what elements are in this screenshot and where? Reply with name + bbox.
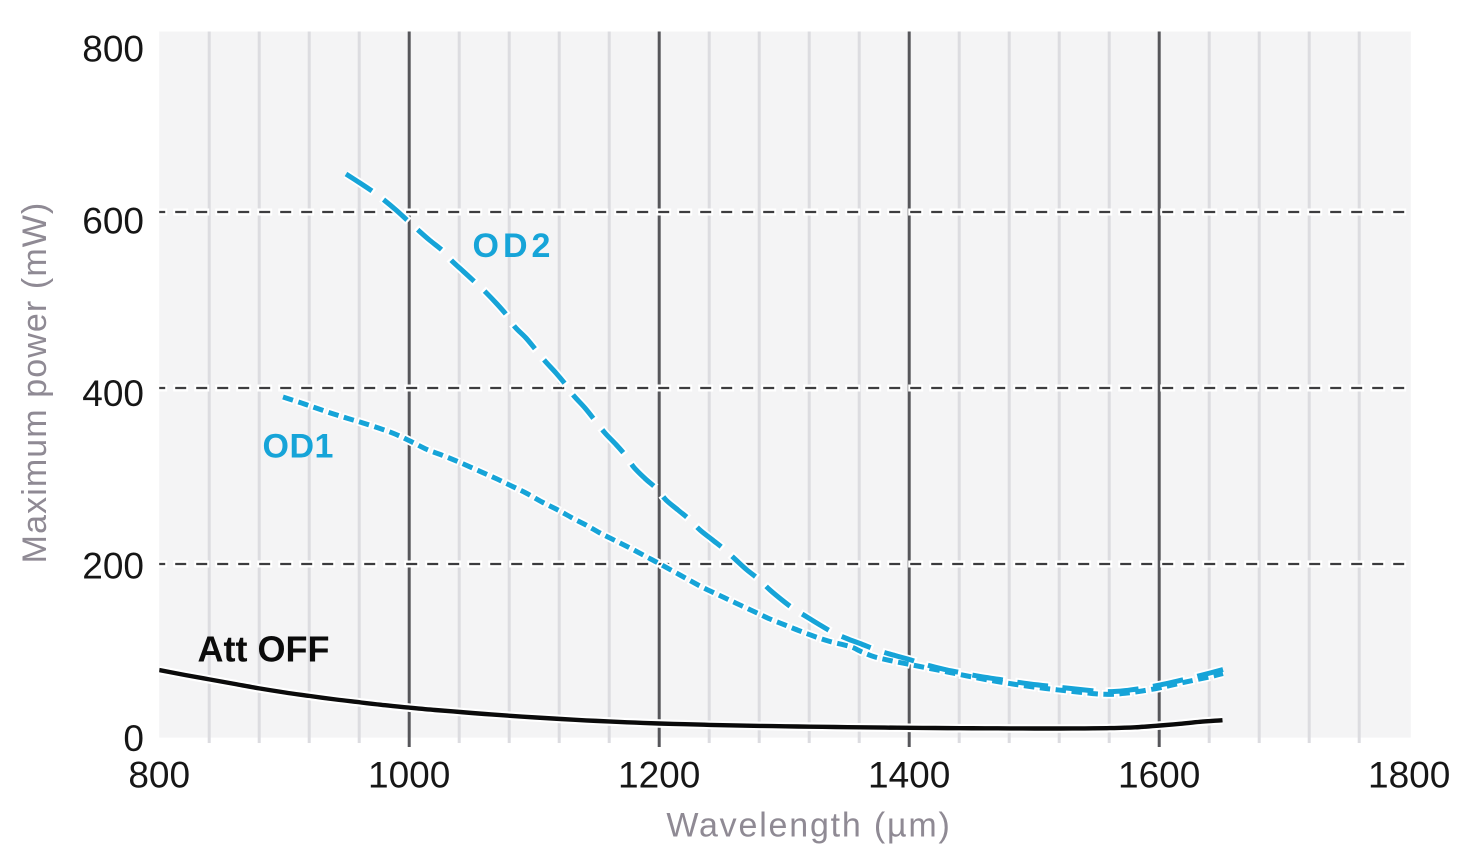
- svg-text:Maximum power (mW): Maximum power (mW): [16, 202, 54, 564]
- svg-text:1000: 1000: [368, 755, 450, 796]
- svg-text:0: 0: [123, 718, 144, 759]
- svg-text:800: 800: [82, 28, 144, 69]
- svg-text:Wavelength (µm): Wavelength (µm): [666, 807, 951, 845]
- svg-text:200: 200: [82, 545, 144, 586]
- svg-text:1800: 1800: [1368, 755, 1450, 796]
- svg-text:600: 600: [82, 201, 144, 242]
- svg-text:1600: 1600: [1118, 755, 1200, 796]
- svg-text:1200: 1200: [618, 755, 700, 796]
- svg-text:1400: 1400: [868, 755, 950, 796]
- svg-text:800: 800: [128, 755, 190, 796]
- svg-text:400: 400: [82, 373, 144, 414]
- svg-text:Att OFF: Att OFF: [198, 629, 330, 670]
- svg-text:OD1: OD1: [263, 428, 334, 466]
- svg-text:OD2: OD2: [473, 227, 555, 265]
